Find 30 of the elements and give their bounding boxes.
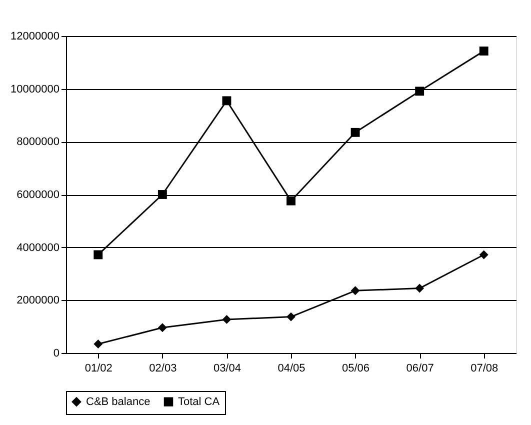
point bbox=[479, 46, 488, 56]
point bbox=[415, 284, 424, 293]
x-tick-label: 05/06 bbox=[342, 362, 370, 374]
point bbox=[479, 250, 488, 260]
y-tick-label: 12000000 bbox=[10, 30, 60, 42]
x-tick-label: 07/08 bbox=[470, 362, 498, 374]
x-tick-label: 02/03 bbox=[149, 362, 177, 374]
y-tick-label: 10000000 bbox=[10, 83, 60, 96]
point bbox=[286, 196, 296, 206]
point bbox=[286, 312, 296, 322]
x-tick-label: 04/05 bbox=[278, 362, 306, 374]
x-tick-label: 01/02 bbox=[84, 362, 112, 374]
y-tick-label: 0 bbox=[53, 348, 60, 360]
point bbox=[94, 340, 103, 348]
point bbox=[350, 286, 360, 296]
point bbox=[158, 190, 167, 199]
x-tick-label: 03/04 bbox=[213, 362, 241, 374]
point bbox=[222, 314, 232, 324]
y-tick-label: 8000000 bbox=[16, 136, 60, 148]
y-tick-label: 2000000 bbox=[16, 294, 60, 307]
point bbox=[222, 96, 232, 106]
legend-label: Total CA bbox=[178, 396, 220, 408]
point bbox=[94, 250, 103, 260]
legend-label: C&B balance bbox=[86, 396, 150, 408]
point bbox=[158, 323, 167, 332]
point bbox=[415, 86, 424, 96]
x-tick-label: 06/07 bbox=[406, 362, 434, 374]
point bbox=[350, 128, 360, 137]
y-tick-label: 6000000 bbox=[16, 189, 60, 201]
y-tick-label: 4000000 bbox=[16, 242, 60, 254]
